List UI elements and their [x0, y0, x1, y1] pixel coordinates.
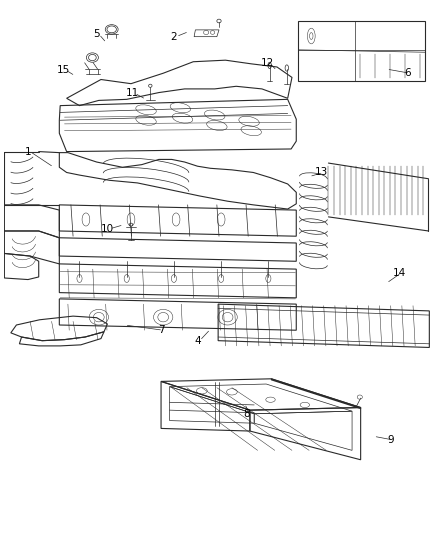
Text: 11: 11	[126, 88, 139, 98]
Text: 5: 5	[93, 29, 100, 39]
Text: 8: 8	[244, 409, 250, 419]
Text: 7: 7	[158, 325, 164, 335]
Text: 4: 4	[194, 336, 201, 346]
Text: 9: 9	[387, 435, 394, 445]
Text: 12: 12	[261, 58, 274, 68]
Text: 2: 2	[171, 31, 177, 42]
Text: 6: 6	[405, 68, 411, 78]
Text: 10: 10	[101, 224, 114, 234]
Text: 13: 13	[314, 167, 328, 177]
Text: 14: 14	[392, 268, 406, 278]
Text: 15: 15	[57, 65, 70, 75]
Text: 1: 1	[25, 147, 31, 157]
